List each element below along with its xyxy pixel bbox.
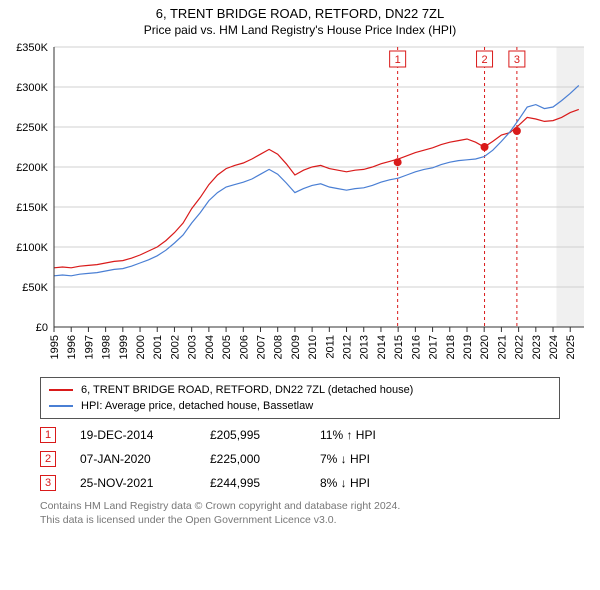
x-tick-label: 2007 <box>255 335 267 359</box>
x-tick-label: 1998 <box>101 335 113 359</box>
x-tick-label: 2022 <box>514 335 526 359</box>
price-marker <box>481 143 489 151</box>
x-tick-label: 2021 <box>496 335 508 359</box>
legend-row: 6, TRENT BRIDGE ROAD, RETFORD, DN22 7ZL … <box>49 382 551 398</box>
x-tick-label: 2013 <box>359 335 371 359</box>
x-tick-label: 2018 <box>445 335 457 359</box>
vline-label: 3 <box>514 54 520 66</box>
x-tick-label: 2014 <box>376 335 388 359</box>
transaction-marker: 1 <box>40 427 56 443</box>
y-tick-label: £150K <box>16 202 48 214</box>
x-tick-label: 2017 <box>428 335 440 359</box>
x-tick-label: 1997 <box>83 335 95 359</box>
transaction-marker: 3 <box>40 475 56 491</box>
x-tick-label: 2009 <box>290 335 302 359</box>
transaction-marker: 2 <box>40 451 56 467</box>
x-tick-label: 2006 <box>238 335 250 359</box>
footer-attribution: Contains HM Land Registry data © Crown c… <box>40 499 560 527</box>
transaction-date: 19-DEC-2014 <box>80 428 210 442</box>
price-marker <box>394 158 402 166</box>
x-tick-label: 2016 <box>410 335 422 359</box>
transaction-price: £225,000 <box>210 452 320 466</box>
footer-line2: This data is licensed under the Open Gov… <box>40 513 560 527</box>
x-tick-label: 2024 <box>548 335 560 359</box>
x-tick-label: 2008 <box>273 335 285 359</box>
y-tick-label: £200K <box>16 162 48 174</box>
vline-label: 1 <box>395 54 401 66</box>
x-tick-label: 1996 <box>66 335 78 359</box>
x-tick-label: 2010 <box>307 335 319 359</box>
transaction-price: £205,995 <box>210 428 320 442</box>
legend-swatch <box>49 389 73 391</box>
transaction-date: 25-NOV-2021 <box>80 476 210 490</box>
y-tick-label: £0 <box>36 322 48 334</box>
transaction-diff: 11% ↑ HPI <box>320 428 440 442</box>
legend-label: HPI: Average price, detached house, Bass… <box>81 398 313 414</box>
y-tick-label: £300K <box>16 82 48 94</box>
x-tick-label: 2003 <box>187 335 199 359</box>
transaction-row: 2 07-JAN-2020£225,0007% ↓ HPI <box>40 451 560 467</box>
x-tick-label: 2012 <box>342 335 354 359</box>
x-tick-label: 1999 <box>118 335 130 359</box>
x-tick-label: 2025 <box>565 335 577 359</box>
chart-svg: £0 £50K £100K £150K £200K £250K £300K £350K 1995… <box>10 41 590 371</box>
legend-label: 6, TRENT BRIDGE ROAD, RETFORD, DN22 7ZL … <box>81 382 413 398</box>
transaction-date: 07-JAN-2020 <box>80 452 210 466</box>
transaction-diff: 8% ↓ HPI <box>320 476 440 490</box>
x-tick-label: 1995 <box>49 335 61 359</box>
price-marker <box>513 127 521 135</box>
x-tick-label: 2020 <box>479 335 491 359</box>
y-tick-label: £250K <box>16 122 48 134</box>
chart-container: 6, TRENT BRIDGE ROAD, RETFORD, DN22 7ZL … <box>0 0 600 590</box>
chart-title: 6, TRENT BRIDGE ROAD, RETFORD, DN22 7ZL <box>0 0 600 21</box>
x-tick-label: 2005 <box>221 335 233 359</box>
legend-box: 6, TRENT BRIDGE ROAD, RETFORD, DN22 7ZL … <box>40 377 560 419</box>
x-tick-label: 2019 <box>462 335 474 359</box>
x-tick-label: 2023 <box>531 335 543 359</box>
legend-row: HPI: Average price, detached house, Bass… <box>49 398 551 414</box>
transaction-row: 3 25-NOV-2021£244,9958% ↓ HPI <box>40 475 560 491</box>
transactions-table: 1 19-DEC-2014£205,99511% ↑ HPI 2 07-JAN-202… <box>40 427 560 491</box>
footer-line1: Contains HM Land Registry data © Crown c… <box>40 499 560 513</box>
chart-subtitle: Price paid vs. HM Land Registry's House … <box>0 21 600 41</box>
transaction-price: £244,995 <box>210 476 320 490</box>
transaction-row: 1 19-DEC-2014£205,99511% ↑ HPI <box>40 427 560 443</box>
transaction-diff: 7% ↓ HPI <box>320 452 440 466</box>
x-tick-label: 2015 <box>393 335 405 359</box>
vline-label: 2 <box>481 54 487 66</box>
x-tick-label: 2011 <box>324 335 336 359</box>
y-tick-label: £100K <box>16 242 48 254</box>
legend-swatch <box>49 405 73 407</box>
x-tick-label: 2000 <box>135 335 147 359</box>
x-tick-label: 2001 <box>152 335 164 359</box>
x-tick-label: 2004 <box>204 335 216 359</box>
chart-plot: £0 £50K £100K £150K £200K £250K £300K £350K 1995… <box>10 41 590 371</box>
y-tick-label: £50K <box>22 282 48 294</box>
x-tick-label: 2002 <box>169 335 181 359</box>
y-tick-label: £350K <box>16 42 48 54</box>
series-property <box>54 109 579 267</box>
